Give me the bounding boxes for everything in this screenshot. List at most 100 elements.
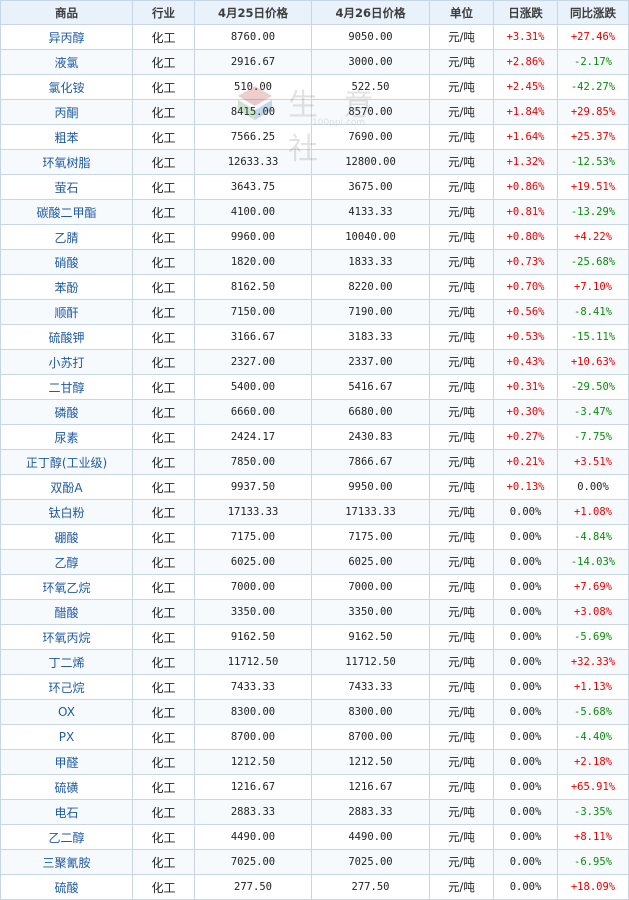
product-link[interactable]: 正丁醇(工业级) <box>25 455 108 470</box>
price-apr26-cell: 8570.00 <box>311 99 430 125</box>
price-apr26-cell: 8220.00 <box>311 274 430 300</box>
product-link[interactable]: 环氧丙烷 <box>42 630 91 645</box>
product-link[interactable]: 环氧乙烷 <box>42 580 91 595</box>
header-row: 商品 行业 4月25日价格 4月26日价格 单位 日涨跌 同比涨跌 <box>0 0 629 25</box>
product-link[interactable]: 氯化铵 <box>48 80 85 95</box>
product-link[interactable]: 液氯 <box>54 55 79 70</box>
product-link[interactable]: 丁二烯 <box>48 655 85 670</box>
industry-cell: 化工 <box>132 874 195 900</box>
product-link[interactable]: 二甘醇 <box>48 380 85 395</box>
unit-cell: 元/吨 <box>429 124 494 150</box>
yoy-change-cell: +4.22% <box>557 224 629 250</box>
product-cell: 磷酸 <box>0 399 133 425</box>
price-apr26-cell: 277.50 <box>311 874 430 900</box>
header-yoy-change: 同比涨跌 <box>557 0 629 25</box>
yoy-change-cell: +65.91% <box>557 774 629 800</box>
table-row: 环氧乙烷 化工 7000.00 7000.00 元/吨 0.00% +7.69% <box>0 574 629 600</box>
product-cell: 尿素 <box>0 424 133 450</box>
product-link[interactable]: 丙酮 <box>54 105 79 120</box>
product-link[interactable]: 粗苯 <box>54 130 79 145</box>
price-apr25-cell: 6660.00 <box>194 399 312 425</box>
price-apr26-cell: 1216.67 <box>311 774 430 800</box>
table-row: 环己烷 化工 7433.33 7433.33 元/吨 0.00% +1.13% <box>0 674 629 700</box>
product-link[interactable]: 三聚氰胺 <box>42 855 91 870</box>
product-link[interactable]: 硝酸 <box>54 255 79 270</box>
price-apr26-cell: 8300.00 <box>311 699 430 725</box>
price-apr25-cell: 7566.25 <box>194 124 312 150</box>
table-row: 乙二醇 化工 4490.00 4490.00 元/吨 0.00% +8.11% <box>0 824 629 850</box>
header-industry: 行业 <box>132 0 195 25</box>
industry-cell: 化工 <box>132 749 195 775</box>
yoy-change-cell: -7.75% <box>557 424 629 450</box>
product-link[interactable]: 甲醛 <box>54 755 79 770</box>
price-apr25-cell: 2916.67 <box>194 49 312 75</box>
product-link[interactable]: 乙醇 <box>54 555 79 570</box>
header-product: 商品 <box>0 0 133 25</box>
product-link[interactable]: 醋酸 <box>54 605 79 620</box>
product-cell: 乙二醇 <box>0 824 133 850</box>
price-apr26-cell: 7190.00 <box>311 299 430 325</box>
price-apr26-cell: 6025.00 <box>311 549 430 575</box>
price-apr26-cell: 2337.00 <box>311 349 430 375</box>
product-cell: 二甘醇 <box>0 374 133 400</box>
industry-cell: 化工 <box>132 499 195 525</box>
table-row: 异丙醇 化工 8760.00 9050.00 元/吨 +3.31% +27.46% <box>0 24 629 50</box>
table-row: 电石 化工 2883.33 2883.33 元/吨 0.00% -3.35% <box>0 799 629 825</box>
table-row: 硝酸 化工 1820.00 1833.33 元/吨 +0.73% -25.68% <box>0 249 629 275</box>
product-link[interactable]: 环己烷 <box>48 680 85 695</box>
daily-change-cell: 0.00% <box>493 499 558 525</box>
product-link[interactable]: 顺酐 <box>54 305 79 320</box>
industry-cell: 化工 <box>132 274 195 300</box>
product-cell: 环氧乙烷 <box>0 574 133 600</box>
table-row: 硫磺 化工 1216.67 1216.67 元/吨 0.00% +65.91% <box>0 774 629 800</box>
price-apr25-cell: 3350.00 <box>194 599 312 625</box>
product-link[interactable]: 双酚A <box>50 480 83 495</box>
product-link[interactable]: 萤石 <box>54 180 79 195</box>
price-apr26-cell: 3675.00 <box>311 174 430 200</box>
product-link[interactable]: OX <box>58 705 75 719</box>
product-link[interactable]: 异丙醇 <box>48 30 85 45</box>
product-link[interactable]: 硫磺 <box>54 780 79 795</box>
product-link[interactable]: 小苏打 <box>48 355 85 370</box>
daily-change-cell: 0.00% <box>493 599 558 625</box>
yoy-change-cell: -12.53% <box>557 149 629 175</box>
price-apr26-cell: 5416.67 <box>311 374 430 400</box>
product-cell: 钛白粉 <box>0 499 133 525</box>
price-apr26-cell: 3350.00 <box>311 599 430 625</box>
product-link[interactable]: 尿素 <box>54 430 79 445</box>
industry-cell: 化工 <box>132 249 195 275</box>
unit-cell: 元/吨 <box>429 749 494 775</box>
product-cell: 萤石 <box>0 174 133 200</box>
product-link[interactable]: 硫酸 <box>54 880 79 895</box>
table-row: 碳酸二甲酯 化工 4100.00 4133.33 元/吨 +0.81% -13.29% <box>0 199 629 225</box>
product-link[interactable]: 硫酸钾 <box>48 330 85 345</box>
product-link[interactable]: 磷酸 <box>54 405 79 420</box>
price-apr26-cell: 7025.00 <box>311 849 430 875</box>
daily-change-cell: +0.30% <box>493 399 558 425</box>
product-link[interactable]: PX <box>58 730 75 744</box>
table-row: 乙腈 化工 9960.00 10040.00 元/吨 +0.80% +4.22% <box>0 224 629 250</box>
price-apr25-cell: 1212.50 <box>194 749 312 775</box>
industry-cell: 化工 <box>132 374 195 400</box>
yoy-change-cell: +27.46% <box>557 24 629 50</box>
product-cell: 乙腈 <box>0 224 133 250</box>
product-link[interactable]: 环氧树脂 <box>42 155 91 170</box>
product-link[interactable]: 硼酸 <box>54 530 79 545</box>
product-link[interactable]: 碳酸二甲酯 <box>36 205 97 220</box>
product-link[interactable]: 乙二醇 <box>48 830 85 845</box>
yoy-change-cell: -29.50% <box>557 374 629 400</box>
product-link[interactable]: 钛白粉 <box>48 505 85 520</box>
yoy-change-cell: -8.41% <box>557 299 629 325</box>
table-row: 萤石 化工 3643.75 3675.00 元/吨 +0.86% +19.51% <box>0 174 629 200</box>
table-row: 醋酸 化工 3350.00 3350.00 元/吨 0.00% +3.08% <box>0 599 629 625</box>
table-row: 丁二烯 化工 11712.50 11712.50 元/吨 0.00% +32.33% <box>0 649 629 675</box>
product-link[interactable]: 苯酚 <box>54 280 79 295</box>
product-link[interactable]: 电石 <box>54 805 79 820</box>
daily-change-cell: 0.00% <box>493 674 558 700</box>
product-link[interactable]: 乙腈 <box>54 230 79 245</box>
price-apr26-cell: 11712.50 <box>311 649 430 675</box>
daily-change-cell: 0.00% <box>493 749 558 775</box>
table-row: 硫酸 化工 277.50 277.50 元/吨 0.00% +18.09% <box>0 874 629 900</box>
unit-cell: 元/吨 <box>429 49 494 75</box>
